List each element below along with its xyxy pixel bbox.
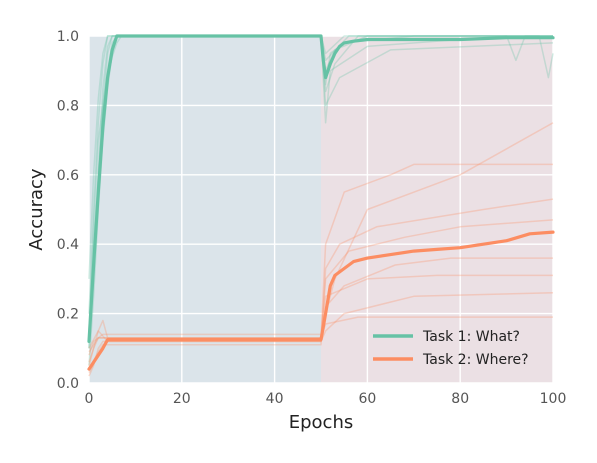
y-axis-ticks: 0.0 0.2 0.4 0.6 0.8 1.0	[57, 29, 79, 392]
background-region-2	[321, 36, 553, 383]
x-tick-label: 0	[85, 391, 94, 407]
y-tick-label: 0.8	[57, 98, 79, 114]
series-1-run-line-6	[88, 35, 553, 279]
y-tick-label: 1.0	[57, 29, 79, 45]
x-tick-label: 80	[451, 391, 469, 407]
y-tick-label: 0.6	[57, 168, 79, 184]
series-1-run-line-3	[88, 35, 554, 314]
legend-label-1: Task 1: What?	[422, 329, 520, 345]
series-line-1	[87, 34, 555, 343]
background-region-1	[89, 36, 321, 383]
x-tick-label: 20	[173, 391, 191, 407]
y-tick-label: 0.4	[57, 237, 79, 253]
series-2-run-line-3	[88, 292, 554, 349]
legend: Task 1: What? Task 2: Where?	[373, 329, 529, 368]
series-2-run-line-4	[88, 274, 553, 356]
background-regions	[89, 36, 553, 383]
series-line-2	[87, 230, 555, 371]
y-axis-label: Accuracy	[26, 168, 47, 251]
x-axis-label: Epochs	[289, 412, 354, 433]
legend-label-2: Task 2: Where?	[422, 352, 529, 368]
x-axis-ticks: 0 20 40 60 80 100	[85, 391, 567, 407]
series-2-run-line-7	[88, 198, 554, 370]
x-tick-label: 60	[358, 391, 376, 407]
y-tick-label: 0.0	[57, 376, 79, 392]
y-tick-label: 0.2	[57, 307, 79, 323]
x-tick-label: 40	[266, 391, 284, 407]
x-tick-label: 100	[540, 391, 567, 407]
mean-series-lines	[87, 34, 555, 371]
